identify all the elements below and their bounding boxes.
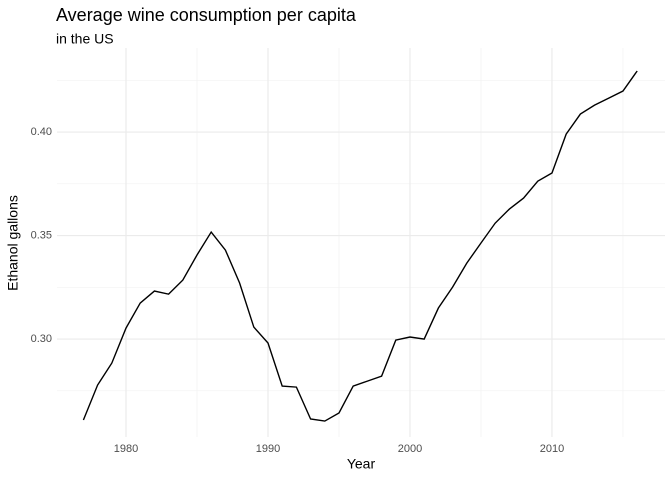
marks: 1980 1990 2000 2010 0.30 0.35 0.40 [31, 70, 638, 455]
chart-title: Average wine consumption per capita [56, 5, 357, 25]
x-tick-label: 1990 [256, 443, 280, 455]
chart-subtitle: in the US [56, 31, 114, 47]
y-tick-label: 0.35 [31, 229, 52, 241]
x-axis-title: Year [347, 456, 376, 472]
x-tick-label: 2000 [398, 443, 422, 455]
grid [57, 48, 665, 437]
y-axis-title: Ethanol gallons [5, 195, 21, 291]
x-tick-label: 2010 [540, 443, 564, 455]
y-tick-label: 0.40 [31, 126, 52, 138]
y-tick-label: 0.30 [31, 333, 52, 345]
x-tick-label: 1980 [114, 443, 138, 455]
data-line [82, 70, 638, 422]
